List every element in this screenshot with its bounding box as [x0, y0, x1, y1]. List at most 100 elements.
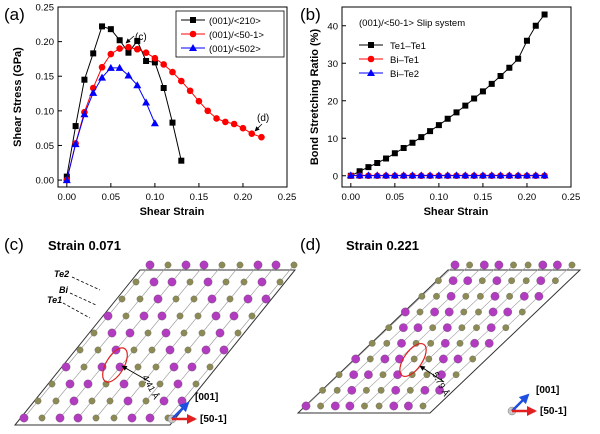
structure-d-bi-atom [349, 370, 359, 380]
structure-c-te-atom [180, 329, 188, 337]
structure-c-bond [225, 264, 241, 283]
chart-a-xtick-label: 0.00 [58, 192, 77, 203]
structure-c-axis-up-arrow [171, 401, 190, 420]
chart-b-series-2-point [399, 171, 408, 179]
structure-c-layer-bi: Bi [59, 285, 68, 295]
structure-c-bi-atom [169, 362, 179, 372]
chart-a-series-2-point [98, 73, 107, 81]
structure-d-bi-atom [347, 385, 357, 395]
chart-b-series-0-point [391, 150, 398, 157]
structure-d-te-atom [502, 324, 510, 332]
structure-c-layer-bi-line [69, 292, 97, 306]
structure-d-bi-atom [399, 323, 408, 333]
chart-a-series-0-point [125, 49, 132, 56]
structure-d-bi-atom [400, 307, 410, 317]
structure-d-te-atom [375, 402, 383, 410]
chart-b-series-2-point [478, 171, 487, 179]
structure-d-bi-atom [536, 276, 546, 286]
structure-d-bi-atom [470, 338, 479, 348]
chart-b-series-2-point [461, 171, 470, 179]
chart-a-series-1-point [248, 130, 256, 137]
chart-a: 0.00 0.05 0.10 0.15 0.20 0.25 0.00 0.05 0.10 0.15… [12, 3, 296, 219]
legend-marker-circle [189, 30, 197, 38]
structure-c-bi-atom [145, 413, 155, 423]
chart-b-series-2-point [470, 171, 479, 179]
structure-d-bond [463, 296, 481, 313]
chart-b-series-2-point [426, 171, 435, 179]
structure-d-bi-atom [413, 323, 423, 333]
structure-c-te-atom [156, 380, 164, 388]
chart-a-ytick-label: 0.15 [36, 72, 55, 83]
structure-d-bond [410, 374, 428, 391]
structure-c-te-atom [276, 278, 284, 286]
structure-d-te-atom [379, 371, 387, 379]
structure-c-axes: [001] [50-1] [167, 392, 227, 425]
structure-d-bond [555, 264, 573, 281]
chart-a-legend-3: (001)/<502> [209, 44, 261, 55]
structure-c-bi-atom [65, 379, 75, 389]
structure-c-te-atom [176, 312, 184, 320]
structure-d-bi-atom [484, 338, 494, 348]
panel-label-a: (a) [4, 5, 25, 24]
chart-b-series-0-point [515, 55, 522, 62]
structure-c-layer-te2: Te2 [54, 269, 69, 279]
structure-d-bi-atom [519, 291, 529, 301]
panel-label-c: (c) [4, 235, 24, 254]
legend-marker-triangle [189, 44, 197, 51]
structure-d-bi-atom [435, 385, 444, 395]
structure-d-te-atom [477, 292, 484, 300]
structure-c-te-atom [144, 329, 152, 337]
structure-c-te-atom [142, 397, 150, 405]
chart-b-series-2-point [531, 171, 540, 179]
chart-b-series-2-point [382, 171, 391, 179]
structure-c-bond [133, 332, 149, 351]
chart-a-series-1-point [169, 68, 176, 76]
chart-b-xlabel: Shear Strain [424, 206, 489, 218]
structure-c-atoms [19, 260, 298, 423]
chart-a-series-1-point [213, 115, 220, 122]
chart-a-series-1-point [160, 61, 167, 68]
chart-b-series-0-point [523, 37, 530, 44]
structure-c-axis-up: [001] [195, 392, 218, 403]
structure-d-bond [413, 343, 431, 360]
structure-d-te-atom [473, 324, 480, 332]
structure-c-bi-atom [123, 396, 133, 406]
structure-c-bi-atom [215, 328, 225, 338]
structure-c-bi-atom [181, 260, 191, 270]
structure-d-bond [421, 280, 439, 297]
chart-b-ytick-label: 20 [327, 96, 338, 107]
structure-d-te-atom [462, 292, 470, 300]
structure-d-bond [455, 358, 473, 375]
structure-c-te-atom [152, 363, 160, 371]
chart-b-series-2-point [373, 171, 382, 179]
structure-d-bi-atom [442, 323, 452, 333]
structure-c-bond [125, 298, 141, 317]
structure-d-te-atom [425, 355, 433, 363]
structure-d-te-atom [366, 355, 374, 363]
chart-b-series-0-point [383, 155, 390, 162]
structure-d-bond [505, 311, 523, 328]
structure-d-te-atom [518, 308, 526, 316]
structure-c-bond [79, 332, 95, 351]
structure-c-te-atom [236, 261, 244, 269]
structure-c-bi-atom [55, 413, 65, 423]
chart-a-series-0-point [99, 23, 106, 30]
chart-a-series-1-point [107, 50, 115, 58]
structure-d-te-atom [466, 261, 473, 269]
structure-c: Strain 0.071 Te2 Bi Te1 4.41 Å [001] [50… [13, 238, 298, 426]
structure-d-bond [320, 390, 338, 407]
structure-d-te-atom [475, 308, 482, 316]
structure-d-bi-atom [430, 307, 439, 317]
chart-b-ytick-label: 0 [333, 171, 338, 182]
structure-d-bi-atom [380, 354, 390, 364]
structure-c-te-atom [138, 380, 146, 388]
chart-b-series-0-point [541, 11, 548, 18]
chart-b-ticks: 0.00 0.05 0.10 0.15 0.20 0.25 0 10 20 30 40 [327, 21, 580, 203]
structure-c-bi-atom [145, 260, 155, 270]
structure-d-bond [511, 264, 529, 281]
structure-d-bond [461, 311, 479, 328]
structure-d-te-atom [335, 371, 343, 379]
structure-d-bond [371, 327, 390, 344]
structure-d-te-atom [319, 386, 326, 394]
structure-c-te-atom [226, 295, 234, 303]
